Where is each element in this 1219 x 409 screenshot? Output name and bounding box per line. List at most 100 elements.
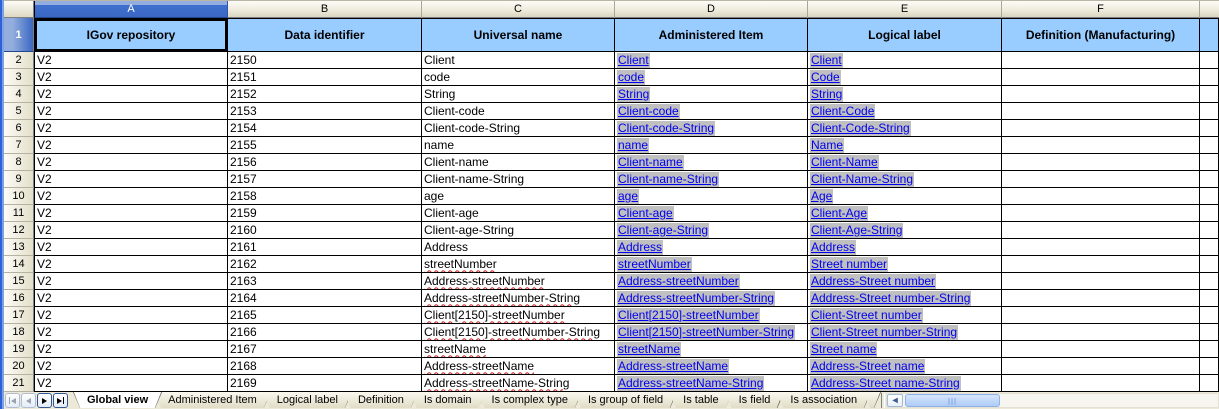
cell-definition[interactable] xyxy=(1002,52,1200,69)
cell-administered-item[interactable]: code xyxy=(615,69,808,86)
row-header-19[interactable]: 19 xyxy=(4,341,34,358)
cell-sliver[interactable] xyxy=(1200,86,1219,103)
cell-logical-label[interactable]: Address-Street number-String xyxy=(808,290,1002,307)
cell-administered-item[interactable]: Address-streetName xyxy=(615,358,808,375)
cell-universal-name[interactable]: code xyxy=(422,69,615,86)
cell-administered-item[interactable]: Client xyxy=(615,52,808,69)
logical-label-link[interactable]: Client-Name-String xyxy=(810,171,915,187)
cell-administered-item[interactable]: age xyxy=(615,188,808,205)
logical-label-link[interactable]: Address-Street number xyxy=(810,273,937,289)
cell-universal-name[interactable]: streetName xyxy=(422,341,615,358)
cell-repository[interactable]: V2 xyxy=(34,307,228,324)
logical-label-link[interactable]: Client-Age-String xyxy=(810,222,904,238)
cell-definition[interactable] xyxy=(1002,137,1200,154)
column-header-F[interactable]: F xyxy=(1002,1,1200,18)
administered-item-link[interactable]: Client-age xyxy=(617,205,674,221)
cell-administered-item[interactable]: Client-name-String xyxy=(615,171,808,188)
cell-administered-item[interactable]: Client[2150]-streetNumber-String xyxy=(615,324,808,341)
row-header-6[interactable]: 6 xyxy=(4,120,34,137)
field-header-cell[interactable]: Logical label xyxy=(808,18,1002,52)
logical-label-link[interactable]: Name xyxy=(810,137,845,153)
cell-repository[interactable]: V2 xyxy=(34,188,228,205)
row-header-10[interactable]: 10 xyxy=(4,188,34,205)
cell-logical-label[interactable]: Client-Name xyxy=(808,154,1002,171)
cell-repository[interactable]: V2 xyxy=(34,69,228,86)
cell-logical-label[interactable]: Address xyxy=(808,239,1002,256)
cell-sliver[interactable] xyxy=(1200,222,1219,239)
cell-universal-name[interactable]: Client[2150]-streetNumber xyxy=(422,307,615,324)
scroll-left-button[interactable]: ◂ xyxy=(887,394,904,407)
tab-is-group-of-field[interactable]: Is group of field xyxy=(574,392,677,408)
column-header-A[interactable]: A xyxy=(34,1,228,18)
cell-data-identifier[interactable]: 2154 xyxy=(228,120,422,137)
logical-label-link[interactable]: Address xyxy=(810,239,857,255)
cell-definition[interactable] xyxy=(1002,341,1200,358)
cell-administered-item[interactable]: Address-streetName-String xyxy=(615,375,808,392)
select-all-corner[interactable] xyxy=(4,1,34,18)
cell-sliver[interactable] xyxy=(1200,239,1219,256)
logical-label-link[interactable]: Address-Street number-String xyxy=(810,290,972,306)
cell-universal-name[interactable]: Client-age-String xyxy=(422,222,615,239)
cell-definition[interactable] xyxy=(1002,307,1200,324)
cell-repository[interactable]: V2 xyxy=(34,222,228,239)
horizontal-scrollbar[interactable]: ◂ xyxy=(886,393,1219,408)
cell-universal-name[interactable]: String xyxy=(422,86,615,103)
logical-label-link[interactable]: Client-Code-String xyxy=(810,120,911,136)
cell-data-identifier[interactable]: 2161 xyxy=(228,239,422,256)
cell-sliver[interactable] xyxy=(1200,154,1219,171)
cell-repository[interactable]: V2 xyxy=(34,171,228,188)
tab-is-complex-type[interactable]: Is complex type xyxy=(478,392,582,408)
cell-definition[interactable] xyxy=(1002,358,1200,375)
cell-repository[interactable]: V2 xyxy=(34,120,228,137)
cell-definition[interactable] xyxy=(1002,239,1200,256)
logical-label-link[interactable]: String xyxy=(810,86,844,102)
tab-is-field[interactable]: Is field xyxy=(725,392,785,408)
administered-item-link[interactable]: code xyxy=(617,69,646,85)
logical-label-link[interactable]: Client-Code xyxy=(810,103,876,119)
cell-definition[interactable] xyxy=(1002,290,1200,307)
cell-logical-label[interactable]: Client-Street number-String xyxy=(808,324,1002,341)
cell-sliver[interactable] xyxy=(1200,273,1219,290)
cell-universal-name[interactable]: name xyxy=(422,137,615,154)
row-header-4[interactable]: 4 xyxy=(4,86,34,103)
cell-data-identifier[interactable]: 2153 xyxy=(228,103,422,120)
cell-administered-item[interactable]: Client-age-String xyxy=(615,222,808,239)
cell-definition[interactable] xyxy=(1002,324,1200,341)
cell-definition[interactable] xyxy=(1002,120,1200,137)
logical-label-link[interactable]: Address-Street name xyxy=(810,358,926,374)
cell-logical-label[interactable]: Client-Street number xyxy=(808,307,1002,324)
cell-administered-item[interactable]: String xyxy=(615,86,808,103)
cell-sliver[interactable] xyxy=(1200,358,1219,375)
cell-universal-name[interactable]: Client-age xyxy=(422,205,615,222)
tab-is-domain[interactable]: Is domain xyxy=(410,392,486,408)
cell-universal-name[interactable]: Address-streetNumber-String xyxy=(422,290,615,307)
cell-universal-name[interactable]: Client xyxy=(422,52,615,69)
cell-data-identifier[interactable]: 2159 xyxy=(228,205,422,222)
administered-item-link[interactable]: Address-streetName xyxy=(617,358,730,374)
administered-item-link[interactable]: Client-age-String xyxy=(617,222,710,238)
cell-data-identifier[interactable]: 2155 xyxy=(228,137,422,154)
cell-logical-label[interactable]: Street name xyxy=(808,341,1002,358)
administered-item-link[interactable]: Client[2150]-streetNumber xyxy=(617,307,760,323)
logical-label-link[interactable]: Client-Street number-String xyxy=(810,324,959,340)
tab-global-view[interactable]: Global view xyxy=(73,392,162,408)
field-header-sliver[interactable] xyxy=(1200,18,1219,52)
administered-item-link[interactable]: Client-code xyxy=(617,103,680,119)
cell-universal-name[interactable]: Client-code-String xyxy=(422,120,615,137)
cell-logical-label[interactable]: Code xyxy=(808,69,1002,86)
logical-label-link[interactable]: Address-Street name-String xyxy=(810,375,961,391)
logical-label-link[interactable]: Client-Street number xyxy=(810,307,923,323)
tab-logical-label[interactable]: Logical label xyxy=(263,392,352,408)
cell-data-identifier[interactable]: 2163 xyxy=(228,273,422,290)
administered-item-link[interactable]: Address xyxy=(617,239,664,255)
cell-repository[interactable]: V2 xyxy=(34,103,228,120)
administered-item-link[interactable]: String xyxy=(617,86,651,102)
administered-item-link[interactable]: streetNumber xyxy=(617,256,692,272)
administered-item-link[interactable]: name xyxy=(617,137,650,153)
administered-item-link[interactable]: age xyxy=(617,188,640,204)
cell-universal-name[interactable]: Client-name-String xyxy=(422,171,615,188)
cell-definition[interactable] xyxy=(1002,222,1200,239)
cell-data-identifier[interactable]: 2158 xyxy=(228,188,422,205)
row-header-2[interactable]: 2 xyxy=(4,52,34,69)
administered-item-link[interactable]: Client-code-String xyxy=(617,120,716,136)
